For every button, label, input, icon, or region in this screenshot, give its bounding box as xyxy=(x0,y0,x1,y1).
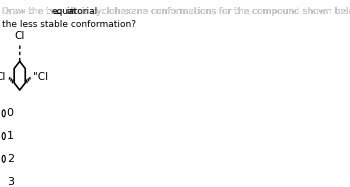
Text: Cl: Cl xyxy=(15,31,25,41)
Text: 0: 0 xyxy=(7,108,14,118)
Text: Cl: Cl xyxy=(0,73,6,82)
Text: "Cl: "Cl xyxy=(33,73,49,82)
Text: the less stable conformation?: the less stable conformation? xyxy=(2,20,136,29)
Text: 1: 1 xyxy=(7,131,14,141)
Text: in: in xyxy=(64,7,75,16)
Text: Draw the two chair cyclohexane conformations for the compound shown below. How m: Draw the two chair cyclohexane conformat… xyxy=(2,7,350,16)
Text: 2: 2 xyxy=(7,154,14,164)
Text: 3: 3 xyxy=(7,177,14,187)
Text: Draw the two chair cyclohexane conformations for the compound shown below. How m: Draw the two chair cyclohexane conformat… xyxy=(2,7,350,16)
Text: equatorial: equatorial xyxy=(52,7,98,16)
